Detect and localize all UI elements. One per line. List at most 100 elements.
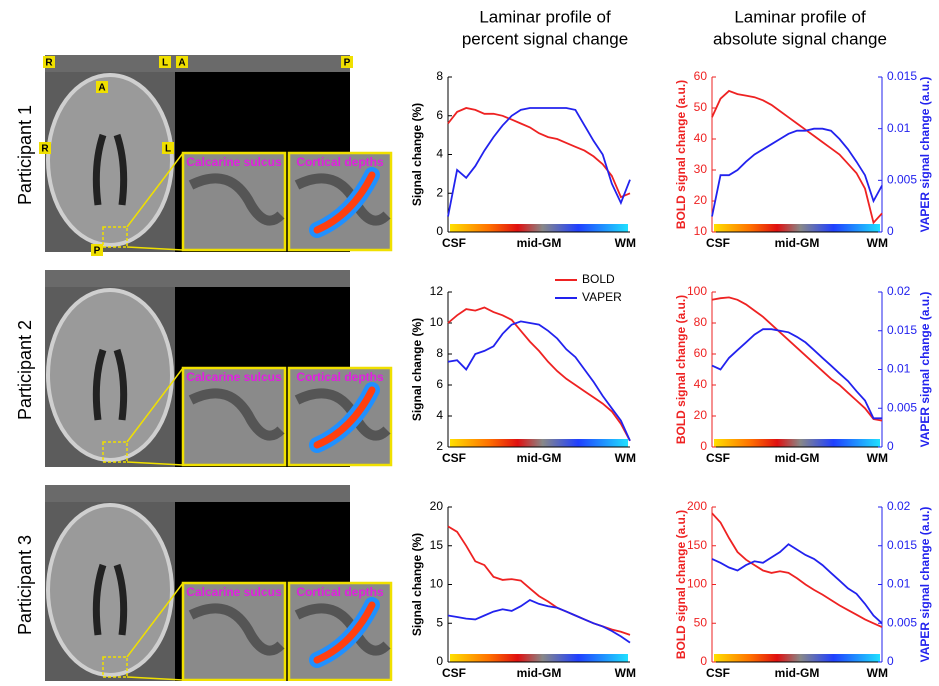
y-tick-label: 15 xyxy=(430,538,444,552)
brain xyxy=(46,73,174,247)
x-tick-label: mid-GM xyxy=(517,236,562,250)
y2-axis-label: VAPER signal change (a.u.) xyxy=(918,292,932,448)
x-tick-label: CSF xyxy=(442,236,466,250)
y-tick-label: 100 xyxy=(687,284,707,298)
roi-box xyxy=(102,226,128,248)
depth-colorbar xyxy=(450,439,628,447)
x-tick-label: mid-GM xyxy=(775,666,820,680)
participant-label: Participant 1 xyxy=(15,105,35,205)
x-tick-label: WM xyxy=(615,666,636,680)
x-tick-label: CSF xyxy=(442,666,466,680)
y-axis-label: BOLD signal change (a.u.) xyxy=(674,295,688,444)
y2-tick-label: 0.005 xyxy=(887,615,917,629)
series-line xyxy=(711,543,883,624)
participant-label: Participant 2 xyxy=(15,320,35,420)
y-tick-label: 20 xyxy=(694,408,708,422)
depth-colorbar xyxy=(450,224,628,232)
y-tick-label: 150 xyxy=(687,538,707,552)
depth-colorbar xyxy=(714,654,880,662)
y-tick-label: 4 xyxy=(436,408,443,422)
orientation-box xyxy=(39,142,51,154)
y-tick-label: 10 xyxy=(430,577,444,591)
legend-label: VAPER xyxy=(582,290,622,304)
y-axis-label: Signal change (%) xyxy=(410,318,424,421)
x-tick-label: CSF xyxy=(442,451,466,465)
y-tick-label: 20 xyxy=(694,193,708,207)
depth-map-inner xyxy=(313,386,376,449)
y2-tick-label: 0.005 xyxy=(887,400,917,414)
y-tick-label: 50 xyxy=(694,100,708,114)
brain xyxy=(46,288,174,462)
inset-label: Calcarine sulcus xyxy=(186,155,282,169)
inset xyxy=(181,581,287,682)
ventricles xyxy=(92,133,128,206)
y-tick-label: 10 xyxy=(694,224,708,238)
x-tick-label: WM xyxy=(867,666,888,680)
y2-axis-label: VAPER signal change (a.u.) xyxy=(918,77,932,233)
orientation-box xyxy=(91,244,103,256)
orientation-label: L xyxy=(165,144,171,155)
depth-colorbar xyxy=(714,439,880,447)
y-tick-label: 10 xyxy=(430,315,444,329)
y-tick-label: 12 xyxy=(430,284,444,298)
mri-top-strip xyxy=(45,270,350,287)
y-tick-label: 0 xyxy=(436,224,443,238)
x-tick-label: WM xyxy=(867,236,888,250)
y-axis-label: Signal change (%) xyxy=(410,533,424,636)
orientation-box xyxy=(159,56,171,68)
x-tick-label: mid-GM xyxy=(517,451,562,465)
x-tick-label: WM xyxy=(615,236,636,250)
y-tick-label: 2 xyxy=(436,439,443,453)
y-tick-label: 8 xyxy=(436,346,443,360)
y-tick-label: 0 xyxy=(700,654,707,668)
roi-connector xyxy=(126,582,184,658)
series-line xyxy=(711,296,883,422)
column-header: percent signal change xyxy=(462,29,628,48)
y-axis-label: Signal change (%) xyxy=(410,103,424,206)
sulcus xyxy=(188,173,285,226)
y-tick-label: 80 xyxy=(694,315,708,329)
orientation-label: A xyxy=(98,83,105,94)
series-line xyxy=(447,107,631,199)
y-tick-label: 60 xyxy=(694,346,708,360)
inset-label: Cortical depths xyxy=(296,370,384,384)
y-tick-label: 6 xyxy=(436,377,443,391)
roi-connector xyxy=(126,152,184,228)
orientation-box xyxy=(162,142,174,154)
y2-tick-label: 0.01 xyxy=(887,577,911,591)
y-tick-label: 8 xyxy=(436,69,443,83)
y2-tick-label: 0.015 xyxy=(887,69,917,83)
series-line xyxy=(447,306,631,442)
x-tick-label: CSF xyxy=(706,236,730,250)
roi-connector xyxy=(126,367,184,443)
y-tick-label: 100 xyxy=(687,577,707,591)
x-tick-label: WM xyxy=(615,451,636,465)
inset-label: Cortical depths xyxy=(296,155,384,169)
y2-tick-label: 0.015 xyxy=(887,538,917,552)
mri-top-strip xyxy=(45,485,350,502)
series-line xyxy=(447,598,631,644)
column-header: Laminar profile of xyxy=(734,7,866,26)
y2-tick-label: 0.01 xyxy=(887,362,911,376)
y2-tick-label: 0.015 xyxy=(887,323,917,337)
sulcus xyxy=(188,388,285,441)
roi-connector xyxy=(126,676,184,681)
depth-colorbar xyxy=(714,224,880,232)
roi-connector xyxy=(126,461,184,466)
x-tick-label: CSF xyxy=(706,666,730,680)
y2-tick-label: 0.02 xyxy=(887,284,911,298)
roi-box xyxy=(102,441,128,463)
y2-tick-label: 0.02 xyxy=(887,499,911,513)
column-header: Laminar profile of xyxy=(479,7,611,26)
brain xyxy=(46,503,174,677)
y2-tick-label: 0 xyxy=(887,224,894,238)
legend-label: BOLD xyxy=(582,272,615,286)
y-axis-label: BOLD signal change (a.u.) xyxy=(674,80,688,229)
x-tick-label: mid-GM xyxy=(775,236,820,250)
x-tick-label: WM xyxy=(867,451,888,465)
y-tick-label: 40 xyxy=(694,377,708,391)
series-line xyxy=(447,107,631,217)
y2-tick-label: 0.01 xyxy=(887,121,911,135)
participant-label: Participant 3 xyxy=(15,535,35,635)
orientation-label: P xyxy=(344,58,351,69)
